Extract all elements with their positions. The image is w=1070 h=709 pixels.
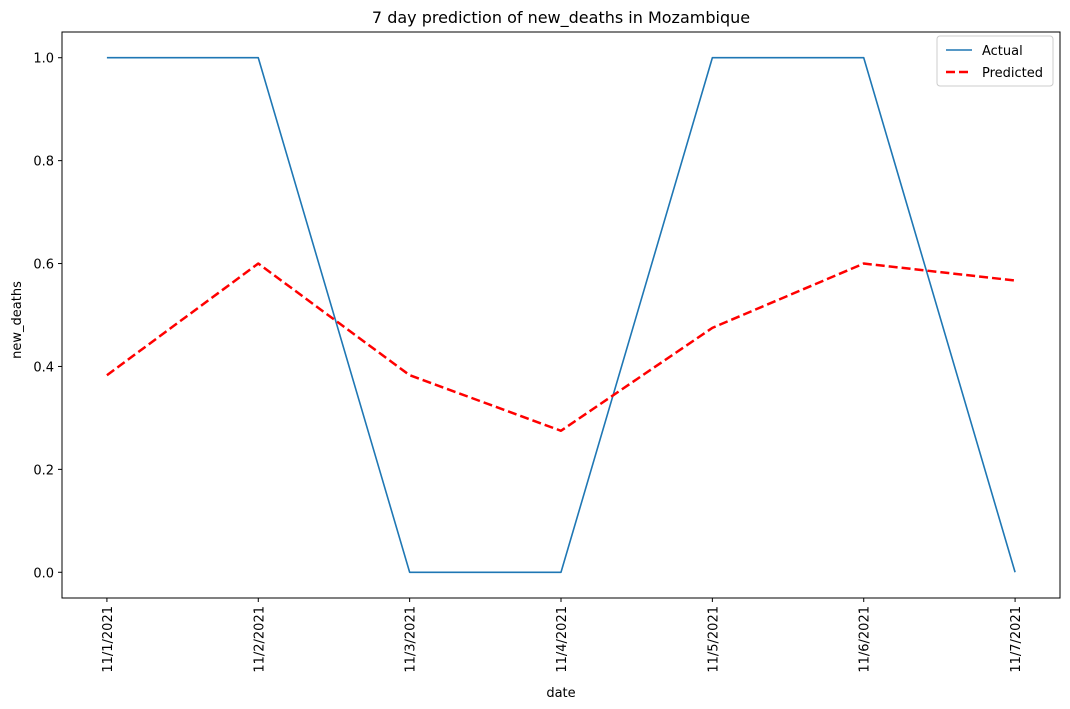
y-tick-label: 0.8: [33, 155, 54, 170]
x-tick-label: 11/4/2021: [555, 606, 570, 673]
chart-title: 7 day prediction of new_deaths in Mozamb…: [372, 8, 750, 28]
y-tick-label: 0.4: [33, 360, 54, 375]
y-tick-label: 0.0: [33, 566, 54, 581]
axes-group: 0.0 0.2 0.4 0.6 0.8 1.0 11/1/2021 11/2/2021 11/3…: [33, 52, 1024, 673]
series-line-actual: [106, 56, 1016, 574]
series-line-predicted: [106, 262, 1016, 433]
legend: Actual Predicted: [936, 35, 1054, 87]
x-tick-label: 11/5/2021: [706, 606, 721, 673]
y-tick-label: 1.0: [33, 52, 54, 67]
x-tick-label: 11/2/2021: [252, 606, 267, 673]
series-group: [106, 56, 1016, 574]
x-tick-label: 11/1/2021: [101, 606, 116, 673]
x-tick-label: 11/7/2021: [1009, 606, 1024, 673]
y-tick-label: 0.6: [33, 258, 54, 273]
legend-frame: [936, 35, 1054, 87]
legend-label-predicted: Predicted: [982, 66, 1043, 81]
legend-label-actual: Actual: [982, 44, 1023, 59]
y-axis-label: new_deaths: [10, 281, 25, 359]
x-axis-label: date: [546, 686, 575, 701]
x-tick-label: 11/6/2021: [858, 606, 873, 673]
y-tick-label: 0.2: [33, 463, 54, 478]
x-tick-label: 11/3/2021: [404, 606, 419, 673]
